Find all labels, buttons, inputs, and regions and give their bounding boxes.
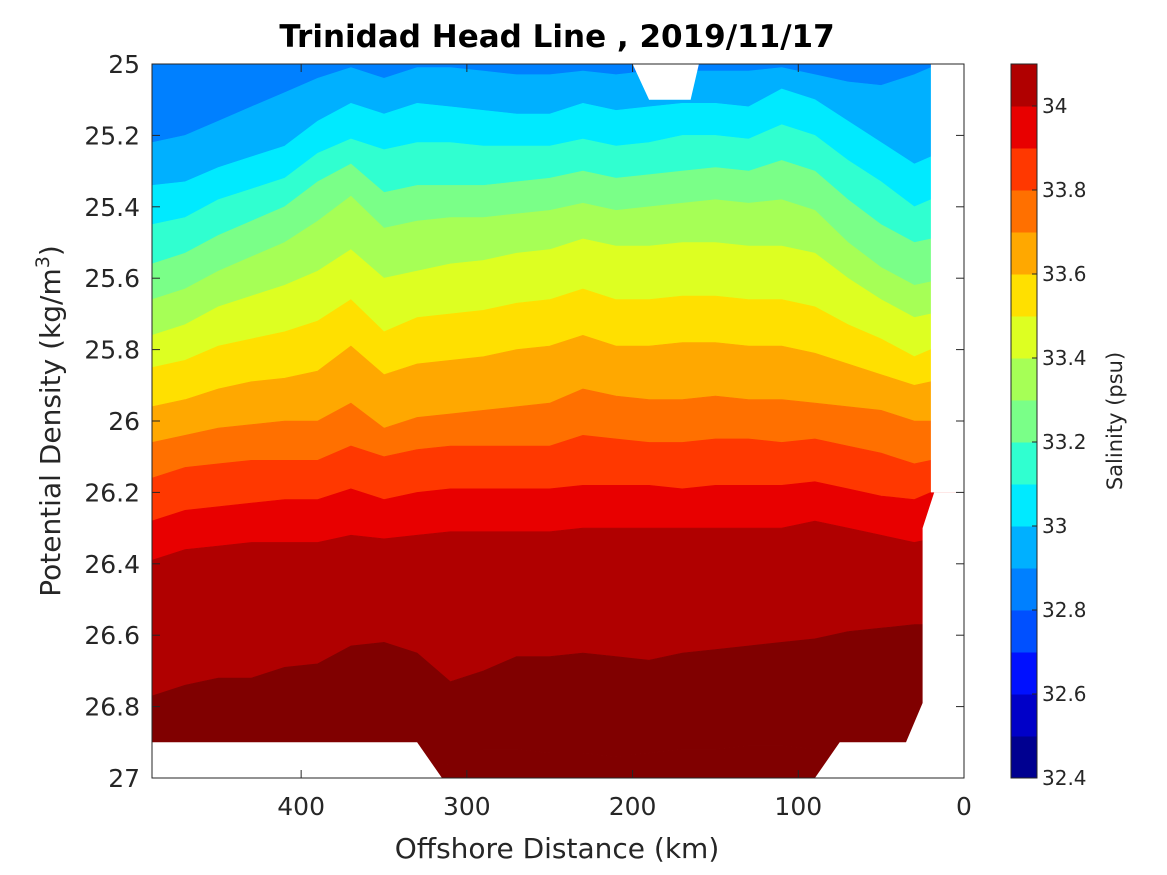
y-tick-label: 26 <box>108 407 140 436</box>
colorbar-swatch <box>1011 64 1037 107</box>
y-axis-label-superscript: 3 <box>32 256 54 268</box>
colorbar-swatch <box>1011 568 1037 611</box>
x-tick-label: 100 <box>774 792 822 821</box>
y-tick-label: 26.4 <box>84 550 140 579</box>
y-axis-label-suffix: ) <box>34 245 67 256</box>
colorbar-swatch <box>1011 190 1037 233</box>
y-tick-label: 26.2 <box>84 478 140 507</box>
y-tick-label: 26.8 <box>84 693 140 722</box>
colorbar-swatch <box>1011 484 1037 527</box>
colorbar-swatch <box>1011 694 1037 737</box>
colorbar-tick-label: 32.8 <box>1042 598 1087 622</box>
x-tick-label: 300 <box>443 792 491 821</box>
colorbar-ticks: 32.4 32.6 32.8 33 33.2 33.4 33.6 33.8 34 <box>1032 94 1087 790</box>
y-tick-label: 27 <box>108 764 140 793</box>
no-data-mask-top <box>632 64 699 100</box>
colorbar-tick-label: 33 <box>1042 514 1067 538</box>
colorbar-tick-label: 33.6 <box>1042 262 1087 286</box>
colorbar-label: Salinity (psu) <box>1103 352 1127 490</box>
x-tick-label: 200 <box>609 792 657 821</box>
y-axis-label: Potential Density (kg/m3) <box>32 245 67 597</box>
no-data-mask-bottom-left <box>152 742 442 778</box>
x-tick-label: 400 <box>277 792 325 821</box>
colorbar-swatch <box>1011 274 1037 317</box>
y-tick-label: 25.4 <box>84 193 140 222</box>
y-tick-label: 25.8 <box>84 336 140 365</box>
colorbar-swatch <box>1011 232 1037 275</box>
chart-title: Trinidad Head Line , 2019/11/17 <box>279 19 834 55</box>
colorbar-tick-label: 33.4 <box>1042 346 1087 370</box>
y-tick-label: 25 <box>108 50 140 79</box>
no-data-masks <box>152 64 964 778</box>
colorbar-swatch <box>1011 148 1037 191</box>
x-tick-label: 0 <box>956 792 972 821</box>
y-tick-label: 25.2 <box>84 121 140 150</box>
colorbar-swatch <box>1011 526 1037 569</box>
colorbar-tick-label: 33.8 <box>1042 178 1087 202</box>
y-tick-label: 26.6 <box>84 621 140 650</box>
colorbar-swatch <box>1011 358 1037 401</box>
salinity-contour-bands <box>152 64 964 778</box>
colorbar-swatch <box>1011 736 1037 779</box>
colorbar-swatch <box>1011 442 1037 485</box>
x-axis-label: Offshore Distance (km) <box>395 832 720 865</box>
colorbar-swatch <box>1011 400 1037 443</box>
colorbar-tick-label: 34 <box>1042 94 1067 118</box>
plot-area <box>152 64 964 778</box>
colorbar-swatch <box>1011 106 1037 149</box>
x-axis-ticks: 400 300 200 100 0 <box>277 64 972 821</box>
no-data-mask-bottom-right <box>814 492 964 778</box>
colorbar-swatch <box>1011 316 1037 359</box>
colorbar-tick-label: 32.4 <box>1042 766 1087 790</box>
y-axis-ticks: 25 25.2 25.4 25.6 25.8 26 26.2 26.4 26.6 26.8 27 <box>84 50 964 793</box>
colorbar-tick-label: 32.6 <box>1042 682 1087 706</box>
colorbar-swatch <box>1011 652 1037 695</box>
y-axis-label-main: Potential Density (kg/m <box>34 268 67 597</box>
colorbar-frame <box>1010 63 1038 779</box>
colorbar-tick-label: 33.2 <box>1042 430 1087 454</box>
colorbar <box>1011 64 1037 779</box>
y-tick-label: 25.6 <box>84 264 140 293</box>
colorbar-swatch <box>1011 610 1037 653</box>
no-data-mask-right <box>930 64 964 493</box>
